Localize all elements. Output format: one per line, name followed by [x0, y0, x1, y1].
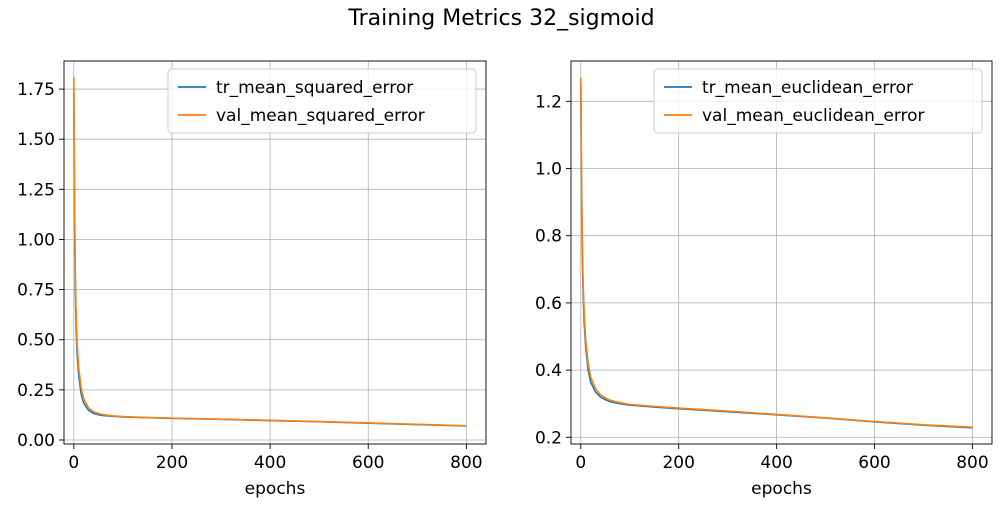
y-tick-label: 1.00 — [17, 230, 55, 250]
series-line-val_mean_squared_error — [73, 77, 467, 427]
x-tick-label: 400 — [254, 453, 286, 473]
y-tick-label: 0.6 — [535, 294, 562, 314]
y-tick-label: 0.4 — [535, 361, 562, 381]
x-tick-label: 200 — [156, 453, 188, 473]
y-tick-label: 0.50 — [17, 331, 55, 351]
axes-frame — [570, 60, 993, 445]
y-tick-label: 0.75 — [17, 281, 55, 301]
y-tick-label: 1.0 — [535, 160, 562, 180]
legend-label: val_mean_euclidean_error — [702, 106, 925, 126]
chart-panel-euclidean: 0 200 400 600 800 0.2 0.4 0.6 0.8 1.0 1.2 epochs tr_… — [535, 60, 993, 499]
x-tick-label: 800 — [450, 453, 482, 473]
x-tick-label: 600 — [858, 453, 890, 473]
legend-box — [167, 68, 477, 134]
y-tick-label: 1.75 — [17, 80, 55, 100]
legend-label: tr_mean_euclidean_error — [702, 78, 913, 98]
y-tick-label: 1.25 — [17, 180, 55, 200]
x-axis-label: epochs — [245, 479, 306, 499]
y-tick-label: 0.25 — [17, 381, 55, 401]
y-tick-label: 0.2 — [535, 428, 562, 448]
x-tick-label: 200 — [662, 453, 694, 473]
x-tick-label: 800 — [956, 453, 988, 473]
legend-box — [653, 68, 983, 134]
figure-title: Training Metrics 32_sigmoid — [348, 6, 655, 31]
legend-label: tr_mean_squared_error — [216, 78, 413, 98]
series-line-val_mean_euclidean_error — [579, 77, 973, 428]
x-tick-label: 0 — [68, 453, 79, 473]
x-axis-label: epochs — [751, 479, 812, 499]
y-tick-label: 1.2 — [535, 92, 562, 112]
x-tick-label: 600 — [352, 453, 384, 473]
y-tick-label: 0.00 — [17, 431, 55, 451]
y-tick-label: 0.8 — [535, 227, 562, 247]
x-tick-label: 400 — [760, 453, 792, 473]
axes-frame — [63, 60, 487, 445]
chart-panel-mse: 0 200 400 600 800 0.00 0.25 0.50 0.75 1.00 1.25 1.5… — [17, 60, 487, 499]
legend-label: val_mean_squared_error — [216, 106, 425, 126]
y-tick-label: 1.50 — [17, 130, 55, 150]
x-tick-label: 0 — [575, 453, 586, 473]
